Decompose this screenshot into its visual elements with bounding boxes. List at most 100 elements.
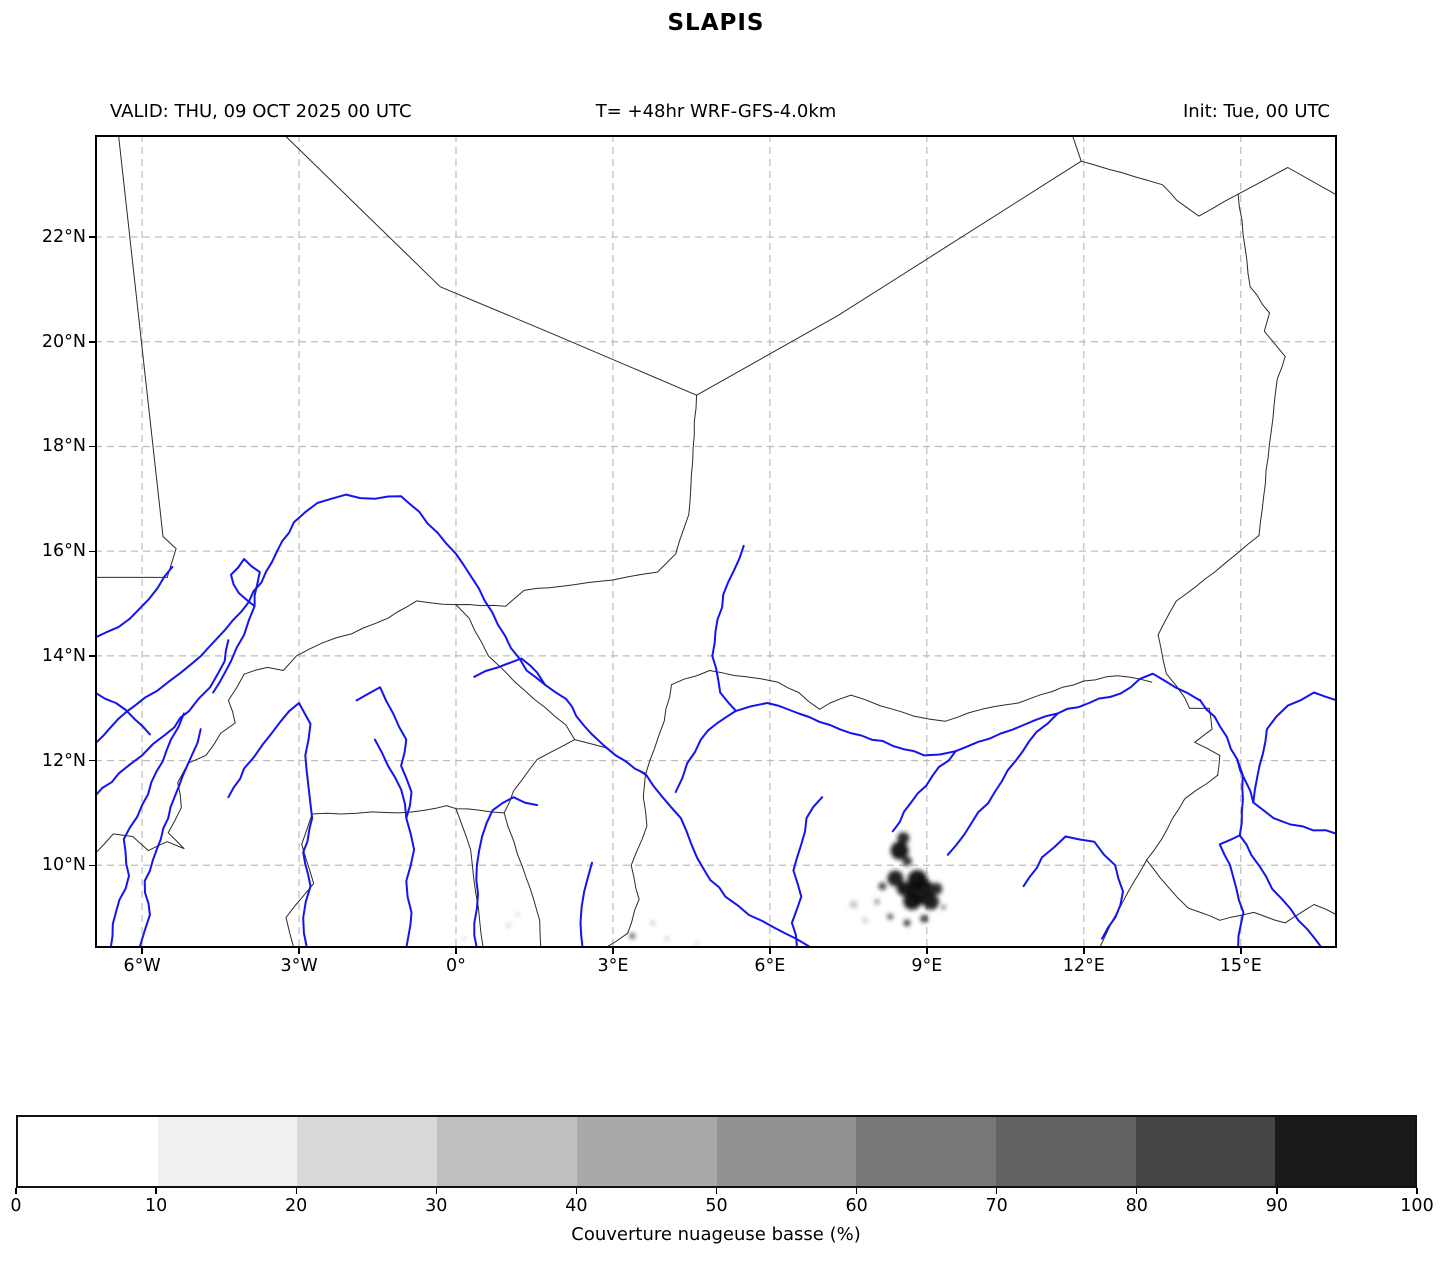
cloud-patch (874, 898, 881, 905)
latlon-gridlines (95, 135, 1337, 948)
colorbar-tick-label: 80 (1125, 1196, 1148, 1216)
init-time-label: Init: Tue, 00 UTC (1182, 101, 1330, 122)
river-line (711, 544, 745, 712)
cloud-cover-layer (461, 832, 947, 946)
river-line (579, 861, 593, 949)
y-tick-label: 12°N (41, 750, 86, 771)
map-plot (94, 134, 1338, 949)
cloud-patch (897, 832, 910, 845)
river-line (94, 639, 230, 798)
country-border-line (285, 813, 315, 949)
colorbar-tick-mark (1136, 1188, 1138, 1194)
map-frame (95, 135, 1337, 948)
x-tick-label: 15°E (1219, 956, 1262, 976)
cloud-patch (887, 870, 904, 887)
colorbar-tick-mark (996, 1188, 998, 1194)
river-line (212, 558, 261, 694)
country-border-line (1071, 134, 1082, 162)
colorbar-tick-label: 0 (10, 1196, 22, 1216)
x-tick-mark (1240, 948, 1242, 954)
y-tick-mark (89, 550, 95, 552)
cloud-patch (664, 936, 670, 942)
country-border-line (455, 808, 484, 949)
cloud-patch (923, 893, 939, 910)
y-tick-label: 18°N (41, 436, 86, 457)
cloud-patch (941, 904, 947, 910)
cloud-patch (694, 941, 699, 946)
river-line (1022, 835, 1124, 940)
colorbar-label: Couverture nuageuse basse (%) (571, 1224, 861, 1245)
page-title: SLAPIS (667, 10, 765, 36)
colorbar-tick-mark (295, 1188, 297, 1194)
colorbar-tick-mark (15, 1188, 17, 1194)
river-line (1218, 834, 1245, 949)
x-tick-label: 12°E (1062, 956, 1105, 976)
colorbar-segment (856, 1117, 996, 1186)
river-line (473, 796, 539, 949)
colorbar-tick-label: 100 (1400, 1196, 1434, 1216)
valid-time-label: VALID: THU, 09 OCT 2025 00 UTC (110, 101, 412, 122)
river-line (1198, 698, 1323, 949)
x-tick-label: 6°E (754, 956, 786, 976)
colorbar-tick-mark (1416, 1188, 1418, 1194)
country-border-line (311, 739, 576, 815)
river-line (674, 709, 737, 793)
x-tick-mark (141, 948, 143, 954)
x-tick-mark (1083, 948, 1085, 954)
country-border-line (1080, 160, 1239, 217)
cloud-patch (461, 936, 466, 941)
colorbar-segment (1135, 1117, 1276, 1186)
country-borders (94, 134, 1338, 949)
x-tick-mark (769, 948, 771, 954)
country-border-line (644, 670, 1153, 776)
country-border-line (1157, 193, 1286, 709)
colorbar (16, 1115, 1417, 1188)
colorbar-tick-label: 90 (1265, 1196, 1289, 1216)
river-line (1252, 691, 1338, 804)
colorbar-tick-mark (435, 1188, 437, 1194)
country-border-line (455, 394, 698, 607)
cloud-patch (515, 912, 520, 917)
model-run-label: T= +48hr WRF-GFS-4.0km (595, 101, 837, 122)
cloud-patch (920, 914, 929, 923)
river-line (227, 702, 314, 949)
colorbar-tick-mark (1276, 1188, 1278, 1194)
cloud-patch (878, 882, 887, 891)
y-tick-label: 10°N (41, 855, 86, 876)
x-tick-mark (612, 948, 614, 954)
x-tick-label: 0° (446, 956, 466, 976)
country-border-line (118, 134, 177, 578)
map-background (95, 135, 1337, 948)
y-tick-mark (89, 759, 95, 762)
cloud-patch (862, 917, 869, 924)
cloud-patch (849, 900, 858, 909)
colorbar-tick-mark (855, 1188, 858, 1194)
river-line (138, 728, 202, 949)
colorbar-tick-mark (155, 1188, 157, 1194)
country-border-line (696, 160, 1082, 396)
cloud-patch (896, 881, 911, 896)
cloud-patch (930, 882, 943, 895)
river-line (790, 796, 824, 949)
cloud-patch (629, 933, 636, 939)
river-line (1236, 758, 1338, 835)
colorbar-tick-label: 50 (705, 1196, 728, 1216)
country-border-line (503, 812, 542, 949)
river-line (734, 672, 1200, 757)
river-line (891, 750, 957, 833)
river-line (355, 686, 416, 949)
y-tick-mark (89, 655, 95, 657)
x-tick-label: 6°W (123, 956, 161, 976)
river-line (94, 691, 151, 736)
cloud-patch (650, 920, 656, 926)
colorbar-tick-mark (575, 1188, 578, 1194)
cloud-patch (903, 919, 911, 927)
colorbar-segment (576, 1117, 717, 1186)
river-line (473, 657, 546, 686)
cloud-patch (902, 856, 912, 867)
colorbar-tick-label: 70 (985, 1196, 1008, 1216)
y-tick-mark (89, 864, 95, 867)
river-line (109, 712, 185, 949)
x-tick-label: 9°E (911, 956, 943, 976)
